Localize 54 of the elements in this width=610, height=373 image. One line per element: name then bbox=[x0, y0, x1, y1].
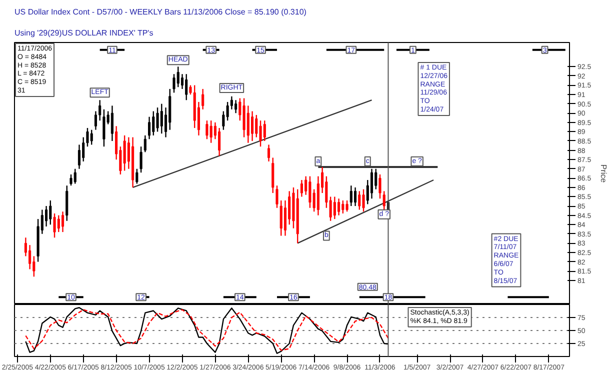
candlestick bbox=[140, 146, 142, 174]
candlestick bbox=[370, 168, 374, 200]
candlestick bbox=[308, 176, 312, 208]
candlestick bbox=[350, 184, 352, 207]
candlestick bbox=[28, 244, 32, 270]
candlestick bbox=[338, 198, 340, 216]
candlestick bbox=[61, 210, 64, 233]
candlestick bbox=[342, 200, 344, 214]
candlestick bbox=[210, 120, 212, 144]
candlestick bbox=[152, 110, 155, 136]
candlestick bbox=[333, 196, 336, 220]
candlestick bbox=[202, 88, 204, 110]
candlestick bbox=[136, 168, 138, 184]
candlestick bbox=[374, 168, 378, 190]
candlestick bbox=[45, 205, 48, 228]
candlestick bbox=[90, 129, 93, 146]
candlestick bbox=[123, 134, 126, 172]
candlestick bbox=[102, 108, 106, 148]
candlestick bbox=[267, 144, 270, 162]
candlestick bbox=[218, 127, 221, 156]
candlestick bbox=[358, 190, 361, 210]
candlestick bbox=[259, 120, 262, 148]
candlestick bbox=[354, 186, 357, 207]
chart-title: US Dollar Index Cont - D57/00 - WEEKLY Bars 11/13/2006 Close = 85.190 (0.310) bbox=[14, 8, 307, 16]
candlestick bbox=[144, 134, 146, 153]
candlestick bbox=[263, 120, 266, 142]
candlestick bbox=[378, 174, 382, 200]
candlestick bbox=[176, 66, 180, 88]
candlestick bbox=[172, 73, 176, 94]
candlestick bbox=[280, 200, 282, 236]
candlestick bbox=[206, 120, 208, 140]
candlestick bbox=[246, 105, 250, 144]
y-axis-title: Price bbox=[599, 164, 608, 184]
candlestick bbox=[300, 179, 303, 198]
candlestick bbox=[156, 106, 159, 132]
candlestick bbox=[382, 190, 386, 210]
candlestick bbox=[57, 214, 60, 233]
candlestick bbox=[148, 116, 151, 140]
candlestick bbox=[74, 168, 76, 184]
candlestick bbox=[284, 200, 287, 236]
candlestick bbox=[276, 184, 278, 208]
candlestick bbox=[160, 103, 163, 134]
candlestick bbox=[362, 188, 365, 212]
chart-subtitle: Using '29(29)US DOLLAR INDEX' TP's bbox=[14, 28, 154, 38]
candlestick bbox=[234, 100, 238, 114]
candlestick bbox=[70, 174, 72, 186]
candlestick bbox=[250, 110, 254, 142]
candlestick bbox=[255, 114, 258, 138]
candlestick bbox=[53, 212, 56, 238]
candlestick bbox=[78, 144, 81, 170]
candlestick bbox=[346, 200, 348, 212]
candlestick bbox=[49, 200, 52, 226]
candlestick bbox=[110, 105, 114, 142]
candlestick bbox=[185, 73, 188, 101]
